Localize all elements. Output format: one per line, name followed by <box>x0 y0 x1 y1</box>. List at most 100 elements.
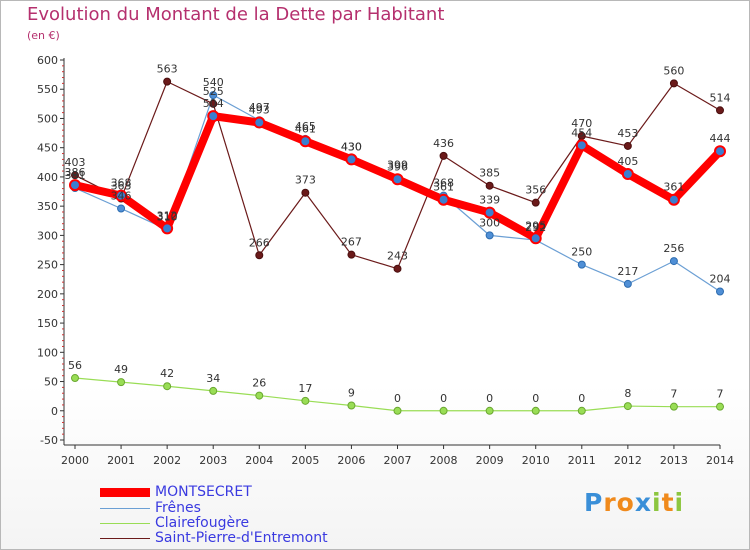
data-label-clairefougere: 7 <box>717 388 724 401</box>
data-label-saint-pierre: 436 <box>433 137 454 150</box>
data-point-frenes <box>669 257 678 266</box>
data-point-frenes <box>716 287 724 296</box>
data-label-frenes: 430 <box>341 140 362 153</box>
data-point-montsecret <box>391 173 404 186</box>
data-point-saint-pierre <box>393 264 402 273</box>
data-point-clairefougere <box>439 406 448 415</box>
data-point-clairefougere <box>716 402 724 411</box>
x-tick-label: 2010 <box>522 454 550 467</box>
data-label-montsecret: 361 <box>433 181 454 194</box>
data-label-frenes: 250 <box>571 246 592 259</box>
data-label-clairefougere: 26 <box>252 377 266 390</box>
x-tick-label: 2002 <box>153 454 181 467</box>
data-point-clairefougere <box>117 378 126 387</box>
data-point-saint-pierre <box>531 198 540 207</box>
data-point-clairefougere <box>163 382 172 391</box>
data-label-saint-pierre: 373 <box>295 174 316 187</box>
data-label-clairefougere: 0 <box>532 392 539 405</box>
y-tick-label: 600 <box>37 54 58 67</box>
data-point-saint-pierre <box>209 99 218 108</box>
data-point-clairefougere <box>209 386 218 395</box>
data-point-frenes <box>577 260 586 269</box>
legend-label-clairefougere: Clairefougère <box>155 515 250 531</box>
y-tick-label: 250 <box>37 259 58 272</box>
data-point-clairefougere <box>301 396 310 405</box>
data-label-saint-pierre: 453 <box>617 127 638 140</box>
y-tick-label: 500 <box>37 112 58 125</box>
data-point-frenes <box>485 231 494 240</box>
data-label-frenes: 300 <box>479 216 500 229</box>
y-tick-label: 400 <box>37 171 58 184</box>
chart-title: Evolution du Montant de la Dette par Hab… <box>27 4 445 25</box>
data-label-clairefougere: 7 <box>670 388 677 401</box>
data-label-montsecret: 504 <box>203 97 224 110</box>
x-tick-label: 2007 <box>384 454 412 467</box>
data-label-montsecret: 405 <box>617 155 638 168</box>
data-label-frenes: 346 <box>111 189 132 202</box>
y-tick-label: 450 <box>37 142 58 155</box>
data-label-frenes: 217 <box>617 265 638 278</box>
data-point-frenes <box>623 279 632 288</box>
legend-swatch-clairefougere <box>100 523 150 524</box>
data-label-saint-pierre: 563 <box>157 63 178 76</box>
chart-unit: (en €) <box>27 29 60 42</box>
x-tick-label: 2009 <box>476 454 504 467</box>
x-tick-label: 2004 <box>245 454 273 467</box>
data-label-clairefougere: 34 <box>206 372 220 385</box>
y-tick-label: 350 <box>37 200 58 213</box>
data-label-montsecret: 339 <box>479 194 500 207</box>
data-point-montsecret <box>253 116 266 129</box>
data-label-montsecret: 396 <box>387 160 408 173</box>
logo-letter: x <box>634 488 652 517</box>
data-point-saint-pierre <box>669 79 678 88</box>
data-label-clairefougere: 0 <box>440 392 447 405</box>
data-label-montsecret: 368 <box>111 177 132 190</box>
data-label-frenes: 204 <box>710 273 731 286</box>
data-label-frenes: 256 <box>663 242 684 255</box>
data-label-clairefougere: 9 <box>348 387 355 400</box>
logo-letter: i <box>674 488 685 517</box>
x-tick-label: 2003 <box>199 454 227 467</box>
data-label-montsecret: 312 <box>157 209 178 222</box>
data-point-clairefougere <box>71 374 79 383</box>
data-label-clairefougere: 0 <box>394 392 401 405</box>
x-tick-label: 2001 <box>107 454 135 467</box>
data-label-saint-pierre: 243 <box>387 250 408 263</box>
data-point-clairefougere <box>623 402 632 411</box>
data-label-montsecret: 444 <box>710 132 731 145</box>
y-tick-label: 200 <box>37 288 58 301</box>
x-tick-label: 2014 <box>706 454 734 467</box>
data-point-saint-pierre <box>255 251 264 260</box>
y-tick-label: 100 <box>37 346 58 359</box>
data-point-clairefougere <box>393 406 402 415</box>
data-point-saint-pierre <box>71 171 79 180</box>
data-label-saint-pierre: 525 <box>203 85 224 98</box>
y-tick-label: 0 <box>51 405 58 418</box>
data-point-clairefougere <box>347 401 356 410</box>
y-tick-label: 300 <box>37 229 58 242</box>
data-point-saint-pierre <box>439 151 448 160</box>
y-tick-label: 150 <box>37 317 58 330</box>
data-label-frenes: 540 <box>203 76 224 89</box>
data-label-saint-pierre: 267 <box>341 236 362 249</box>
data-point-montsecret <box>115 189 128 202</box>
x-tick-label: 2006 <box>337 454 365 467</box>
data-point-clairefougere <box>669 402 678 411</box>
data-label-saint-pierre: 403 <box>65 156 86 169</box>
data-point-saint-pierre <box>716 106 724 115</box>
data-label-saint-pierre: 356 <box>525 184 546 197</box>
data-point-montsecret <box>575 139 588 152</box>
y-tick-label: 550 <box>37 83 58 96</box>
data-point-clairefougere <box>577 406 586 415</box>
logo-letter: t <box>661 488 675 517</box>
data-point-frenes <box>117 204 126 213</box>
data-label-frenes: 381 <box>65 169 86 182</box>
data-point-montsecret <box>207 110 220 123</box>
x-tick-label: 2012 <box>614 454 642 467</box>
x-tick-label: 2011 <box>568 454 596 467</box>
proxiti-logo: Proxiti <box>584 488 684 517</box>
y-tick-label: 50 <box>44 376 58 389</box>
data-point-montsecret <box>714 145 726 158</box>
x-tick-label: 2005 <box>291 454 319 467</box>
